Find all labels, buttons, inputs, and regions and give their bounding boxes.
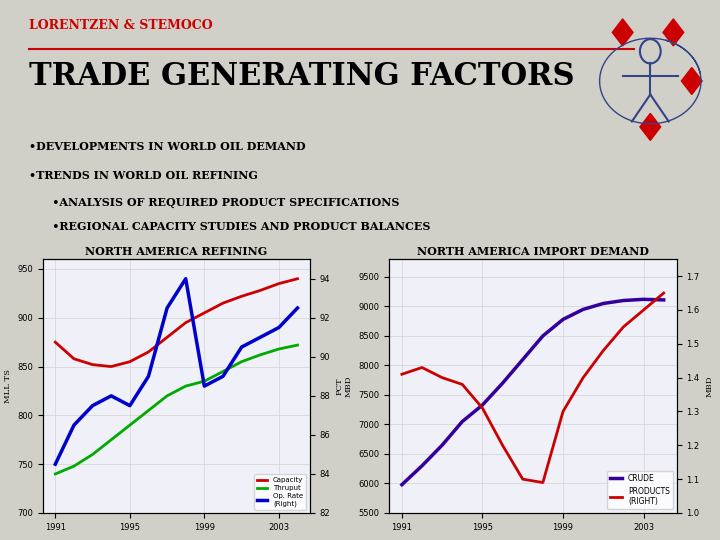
Polygon shape — [612, 19, 633, 46]
Legend: Capacity, Thruput, Op. Rate
(Right): Capacity, Thruput, Op. Rate (Right) — [254, 474, 306, 510]
Polygon shape — [663, 19, 684, 46]
Text: TRADE GENERATING FACTORS: TRADE GENERATING FACTORS — [29, 60, 575, 92]
Y-axis label: MBD: MBD — [706, 375, 714, 397]
Y-axis label: PCT: PCT — [336, 377, 343, 395]
Text: •DEVELOPMENTS IN WORLD OIL DEMAND: •DEVELOPMENTS IN WORLD OIL DEMAND — [29, 141, 305, 152]
Text: •REGIONAL CAPACITY STUDIES AND PRODUCT BALANCES: •REGIONAL CAPACITY STUDIES AND PRODUCT B… — [29, 221, 430, 232]
Text: •ANALYSIS OF REQUIRED PRODUCT SPECIFICATIONS: •ANALYSIS OF REQUIRED PRODUCT SPECIFICAT… — [29, 197, 399, 208]
Title: NORTH AMERICA REFINING: NORTH AMERICA REFINING — [85, 246, 268, 257]
Y-axis label: MLL TS: MLL TS — [4, 369, 12, 403]
Polygon shape — [681, 68, 702, 94]
Polygon shape — [640, 113, 661, 140]
Text: •TRENDS IN WORLD OIL REFINING: •TRENDS IN WORLD OIL REFINING — [29, 170, 258, 181]
Y-axis label: MBD: MBD — [344, 375, 352, 397]
Title: NORTH AMERICA IMPORT DEMAND: NORTH AMERICA IMPORT DEMAND — [417, 246, 649, 257]
Legend: CRUDE, PRODUCTS
(RIGHT): CRUDE, PRODUCTS (RIGHT) — [608, 471, 673, 509]
Text: LORENTZEN & STEMOCO: LORENTZEN & STEMOCO — [29, 19, 212, 32]
